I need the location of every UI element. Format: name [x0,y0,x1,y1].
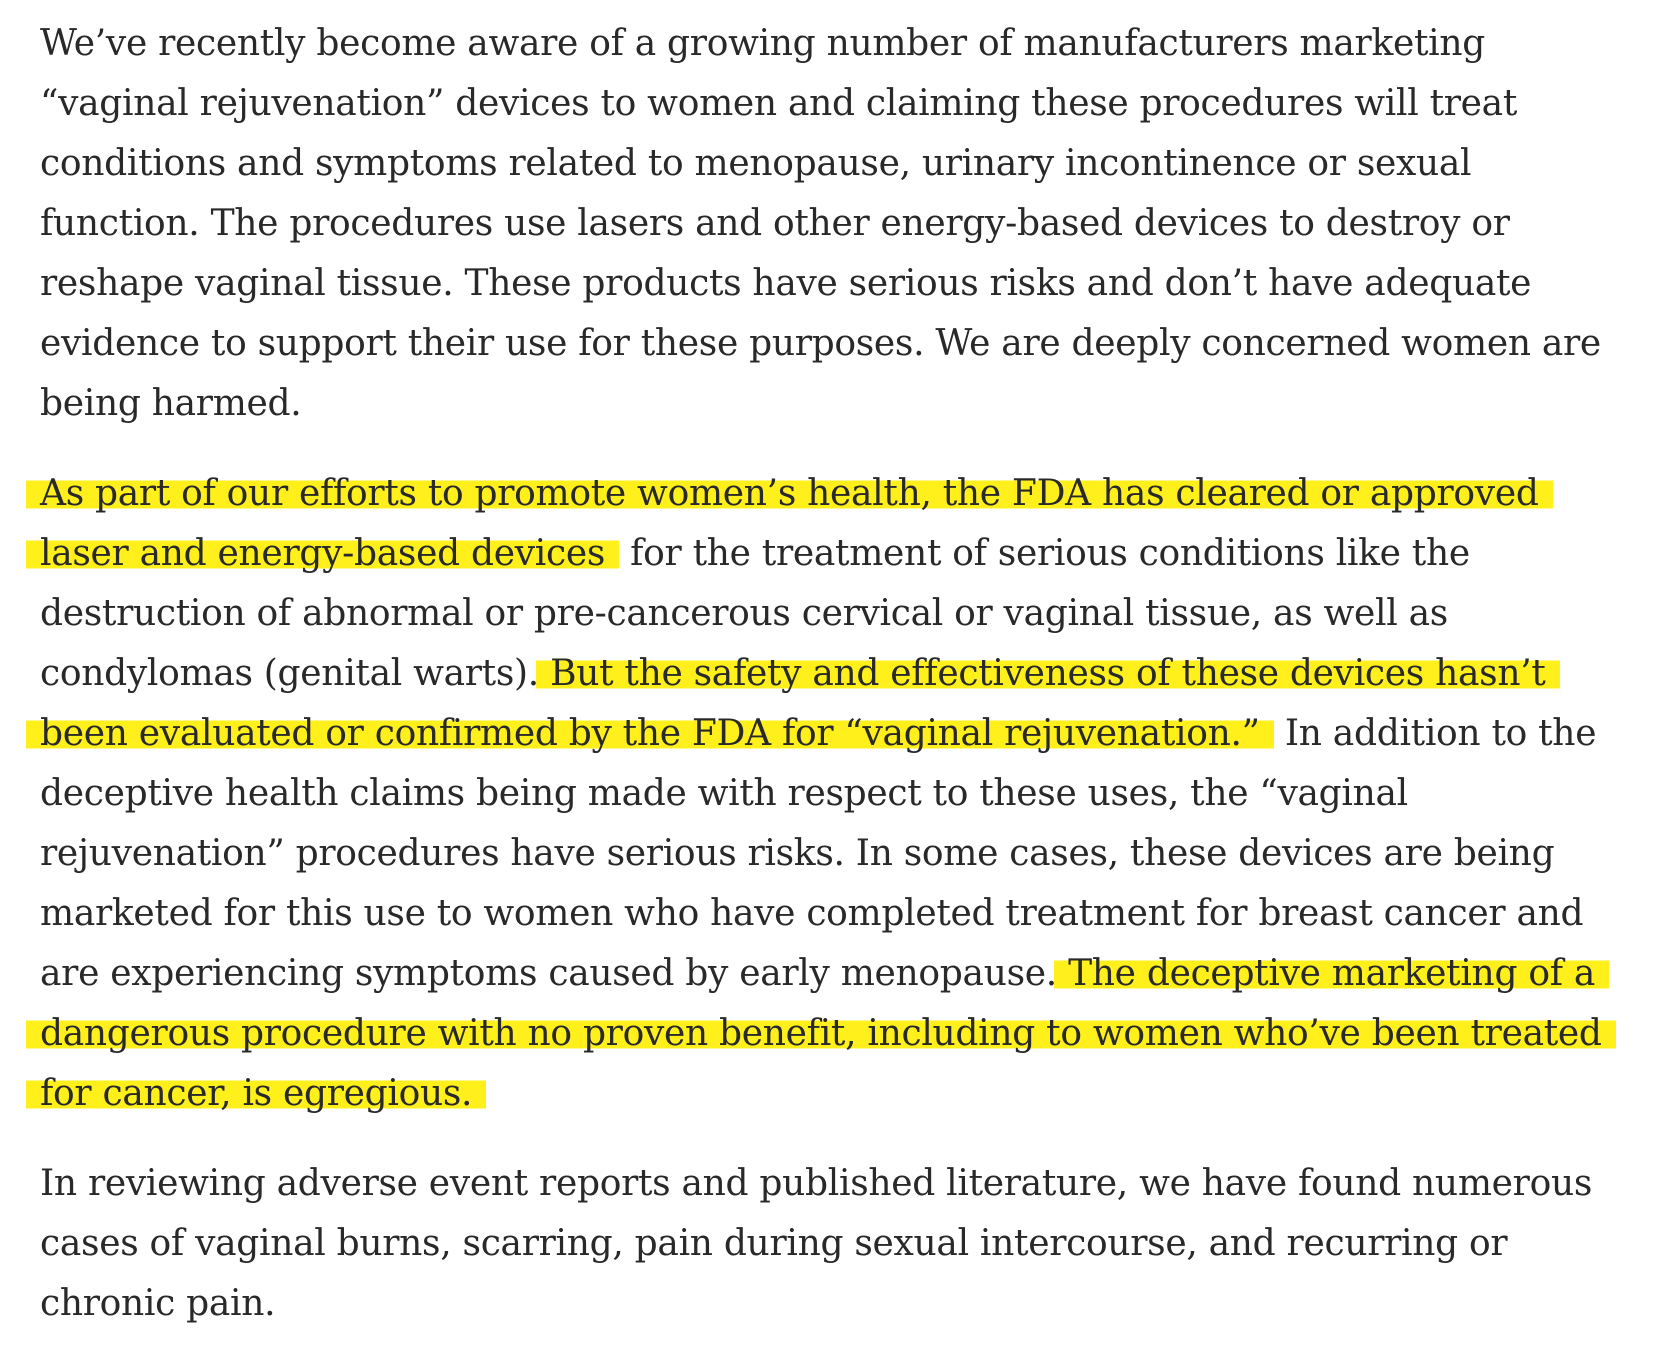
paragraph-adverse-events: In reviewing adverse event reports and p… [40,1154,1620,1334]
article-body: We’ve recently become aware of a growing… [26,14,1620,1364]
paragraph-text: In reviewing adverse event reports and p… [40,1163,1592,1324]
paragraph-device-clearance: As part of our efforts to promote women’… [26,464,1620,1124]
paragraph-text: for the treatment of serious conditions … [40,533,1470,694]
paragraph-text: We’ve recently become aware of a growing… [40,23,1601,424]
paragraph-fda-concern: We’ve recently become aware of a growing… [40,14,1620,434]
paragraph-text: In addition to the deceptive health clai… [40,713,1597,994]
